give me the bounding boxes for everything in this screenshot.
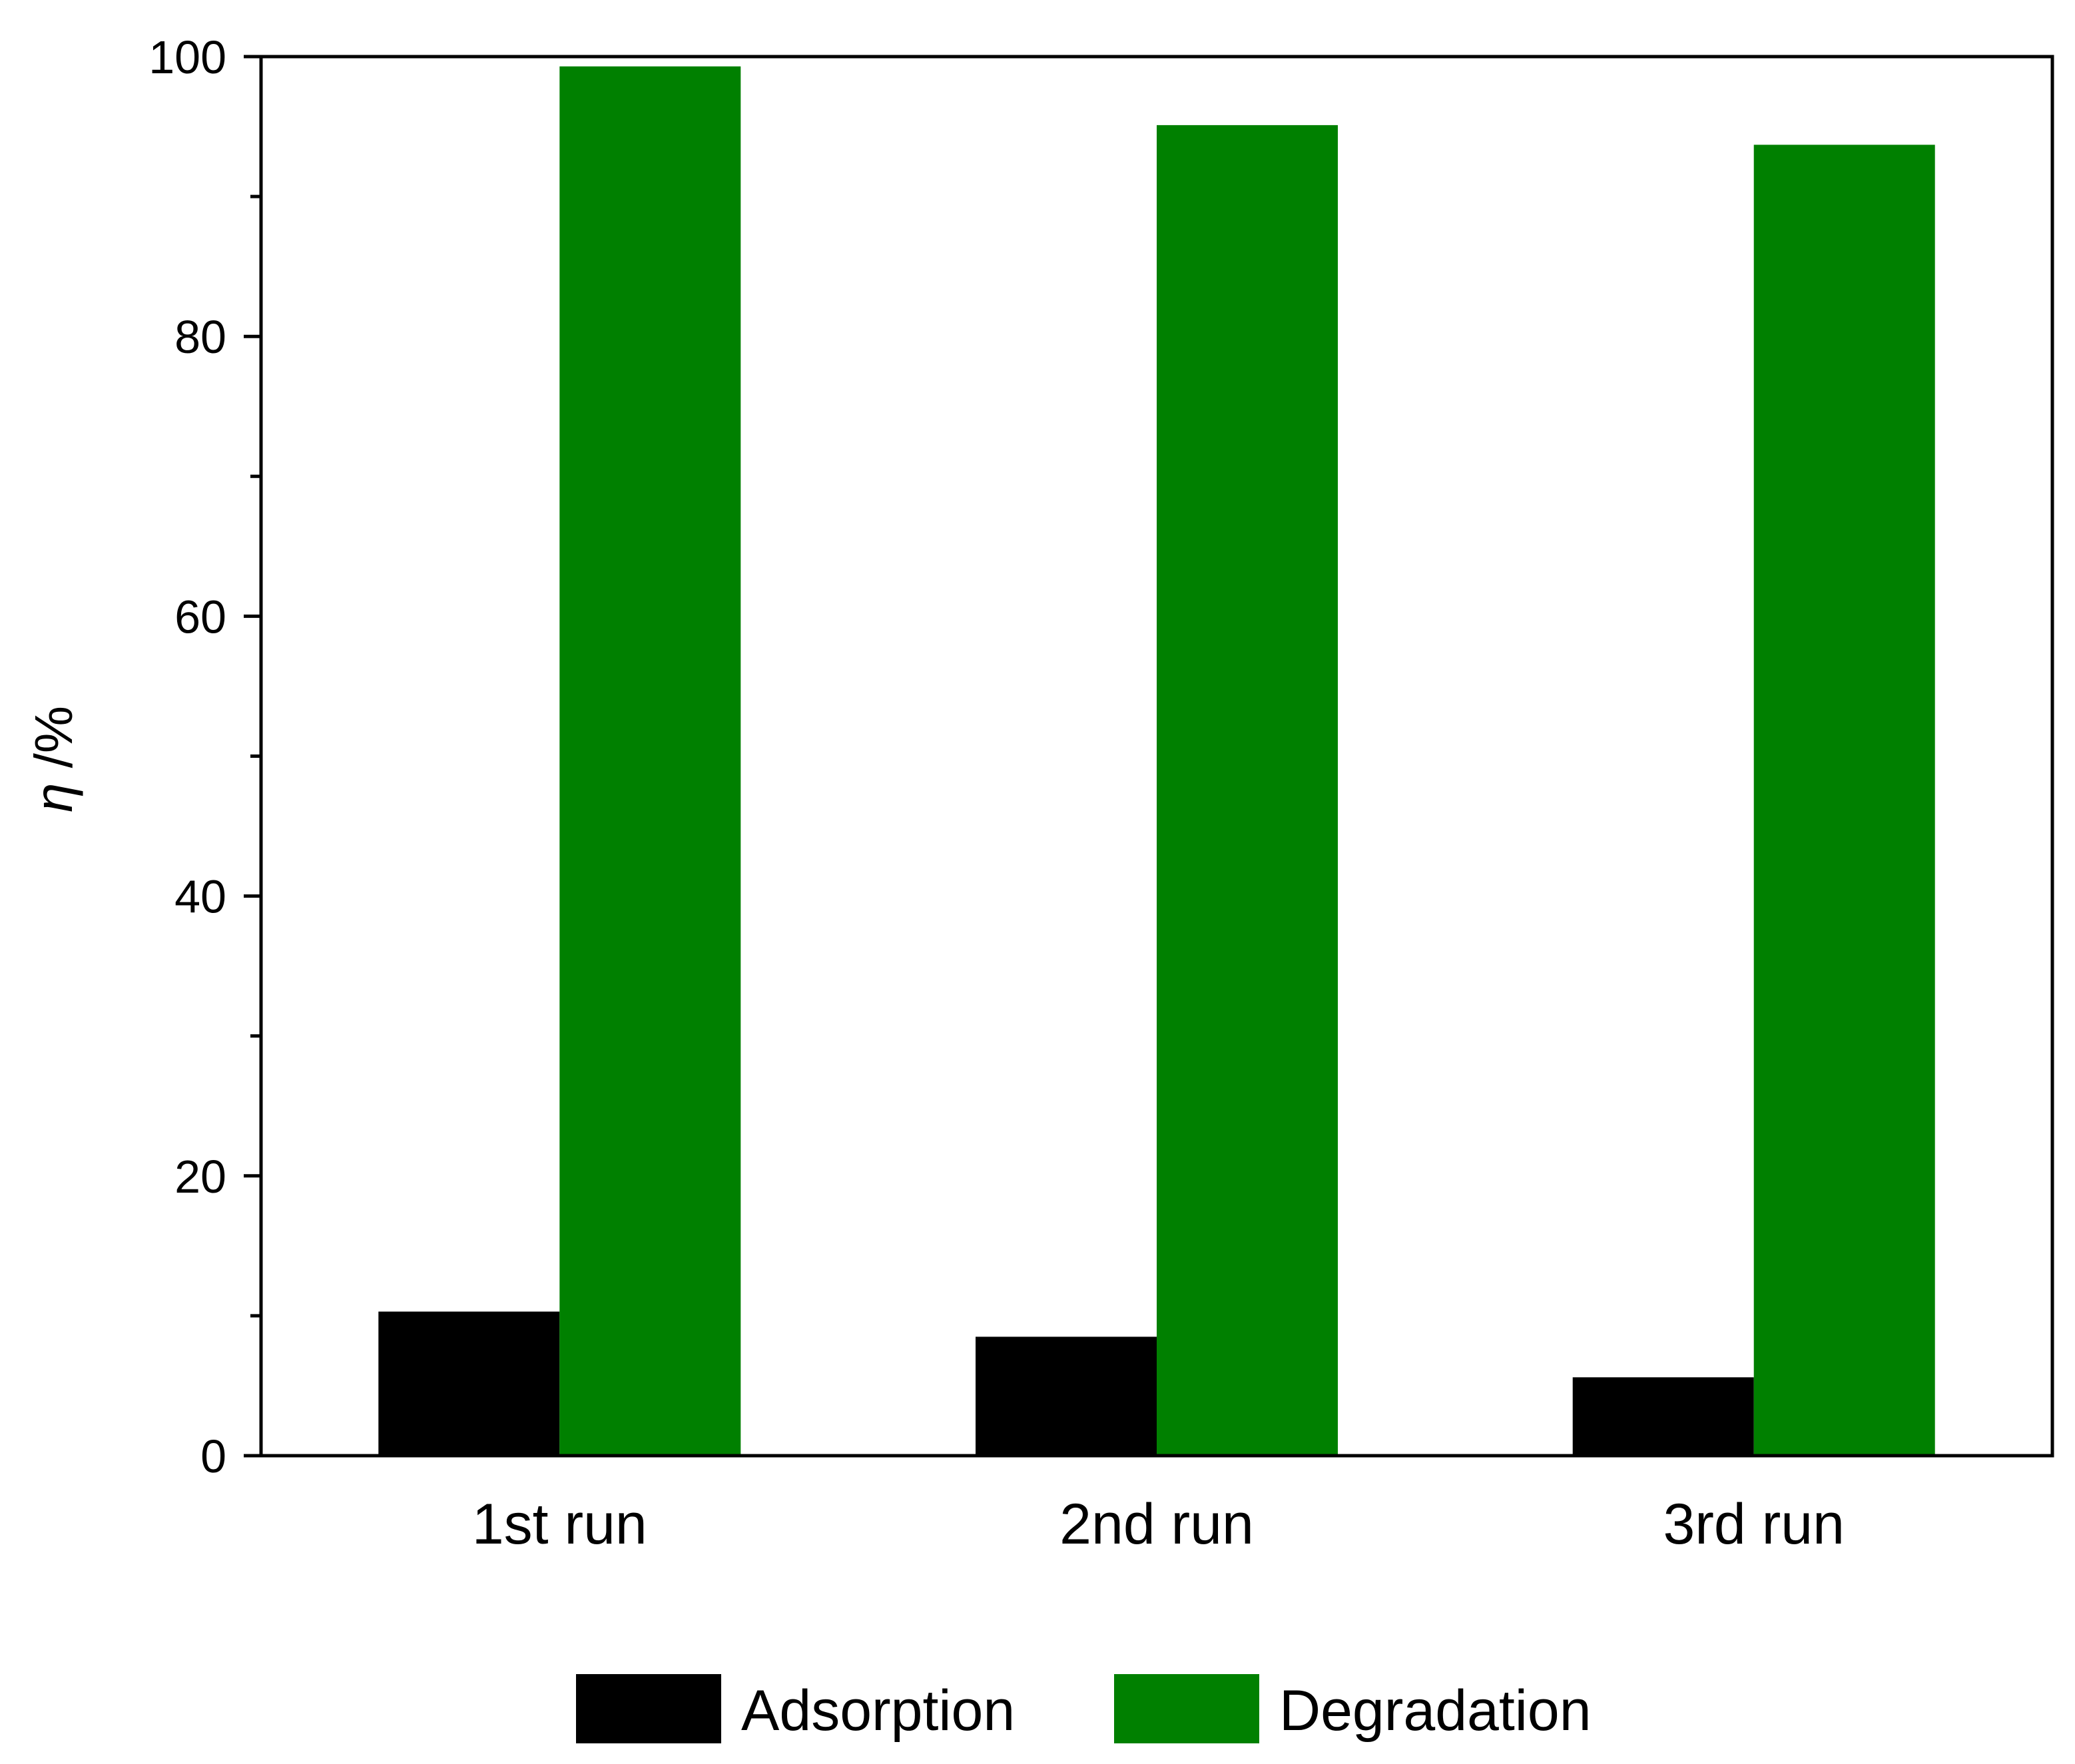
y-tick-label: 20 — [174, 1151, 226, 1203]
axes-layer: 1st run 2nd run 3rd run 0 20 40 60 80 100 — [148, 31, 2054, 1556]
y-axis-label: η /% — [24, 706, 83, 812]
bar-degradation-2 — [1157, 125, 1338, 1456]
y-tick-label: 60 — [174, 591, 226, 643]
bar-adsorption-2 — [976, 1336, 1157, 1456]
y-tick-label: 40 — [174, 871, 226, 923]
y-tick-label: 100 — [148, 31, 226, 83]
legend-label-adsorption: Adsorption — [741, 1679, 1015, 1743]
y-axis-unit: /% — [24, 706, 83, 783]
y-tick-label: 0 — [200, 1430, 226, 1482]
y-tick-label: 80 — [174, 311, 226, 363]
x-tick-label: 2nd run — [1059, 1492, 1254, 1556]
legend-label-degradation: Degradation — [1279, 1679, 1592, 1743]
y-axis-symbol: η — [24, 783, 83, 812]
bar-degradation-3 — [1753, 145, 1935, 1456]
bar-degradation-1 — [559, 66, 741, 1456]
legend-swatch-degradation — [1114, 1674, 1259, 1743]
legend: Adsorption Degradation — [576, 1674, 1592, 1743]
x-tick-label: 3rd run — [1663, 1492, 1845, 1556]
x-tick-label: 1st run — [472, 1492, 647, 1556]
bar-adsorption-1 — [378, 1311, 560, 1456]
bar-adsorption-3 — [1572, 1377, 1754, 1456]
legend-swatch-adsorption — [576, 1674, 721, 1743]
bars-layer — [378, 66, 1935, 1456]
